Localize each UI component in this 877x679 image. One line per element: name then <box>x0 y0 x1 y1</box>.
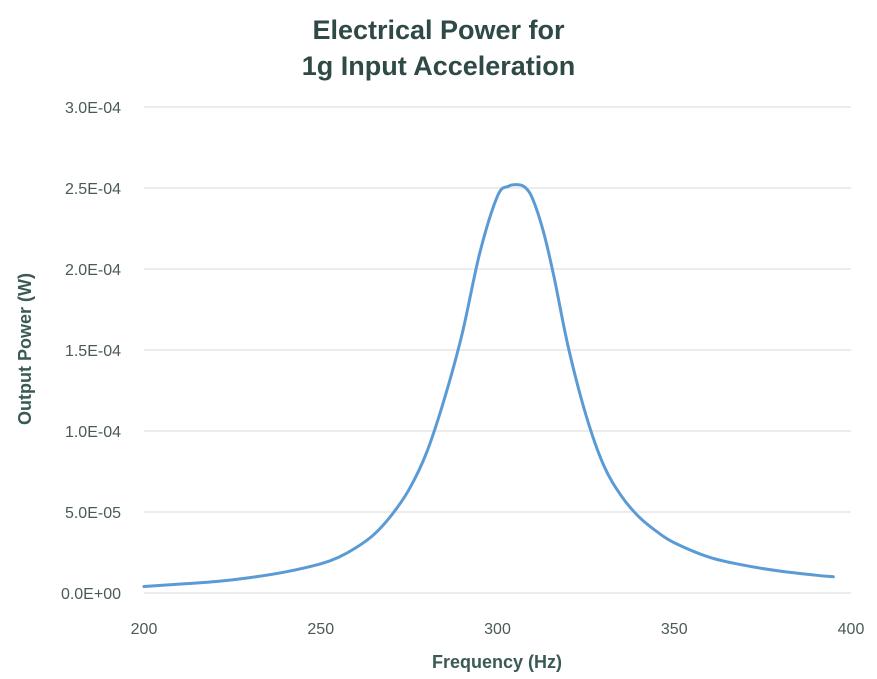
x-tick-label: 300 <box>484 621 511 638</box>
y-tick-label: 0.0E+00 <box>61 586 121 603</box>
gridlines <box>144 106 851 594</box>
y-tick-label: 2.0E-04 <box>65 262 121 279</box>
y-axis-label: Output Power (W) <box>15 273 35 425</box>
y-tick-label: 1.0E-04 <box>65 424 121 441</box>
y-tick-label: 5.0E-05 <box>65 505 121 522</box>
chart-title-line-2: 1g Input Acceleration <box>301 51 576 81</box>
x-axis-ticks: 200 250 300 350 400 <box>131 621 865 638</box>
y-tick-label: 2.5E-04 <box>65 181 121 198</box>
x-tick-label: 200 <box>131 621 158 638</box>
chart-title: Electrical Power for 1g Input Accelerati… <box>0 12 877 84</box>
x-tick-label: 250 <box>307 621 334 638</box>
y-tick-label: 3.0E-04 <box>65 100 121 117</box>
y-tick-label: 1.5E-04 <box>65 343 121 360</box>
series-line-0 <box>142 183 835 589</box>
x-tick-label: 350 <box>661 621 688 638</box>
chart-title-line-1: Electrical Power for <box>312 15 565 45</box>
x-axis-label: Frequency (Hz) <box>432 652 562 672</box>
y-axis-ticks: 0.0E+00 5.0E-05 1.0E-04 1.5E-04 2.0E-04 2.5E-… <box>61 100 121 603</box>
series-group <box>142 183 835 589</box>
x-tick-label: 400 <box>838 621 865 638</box>
